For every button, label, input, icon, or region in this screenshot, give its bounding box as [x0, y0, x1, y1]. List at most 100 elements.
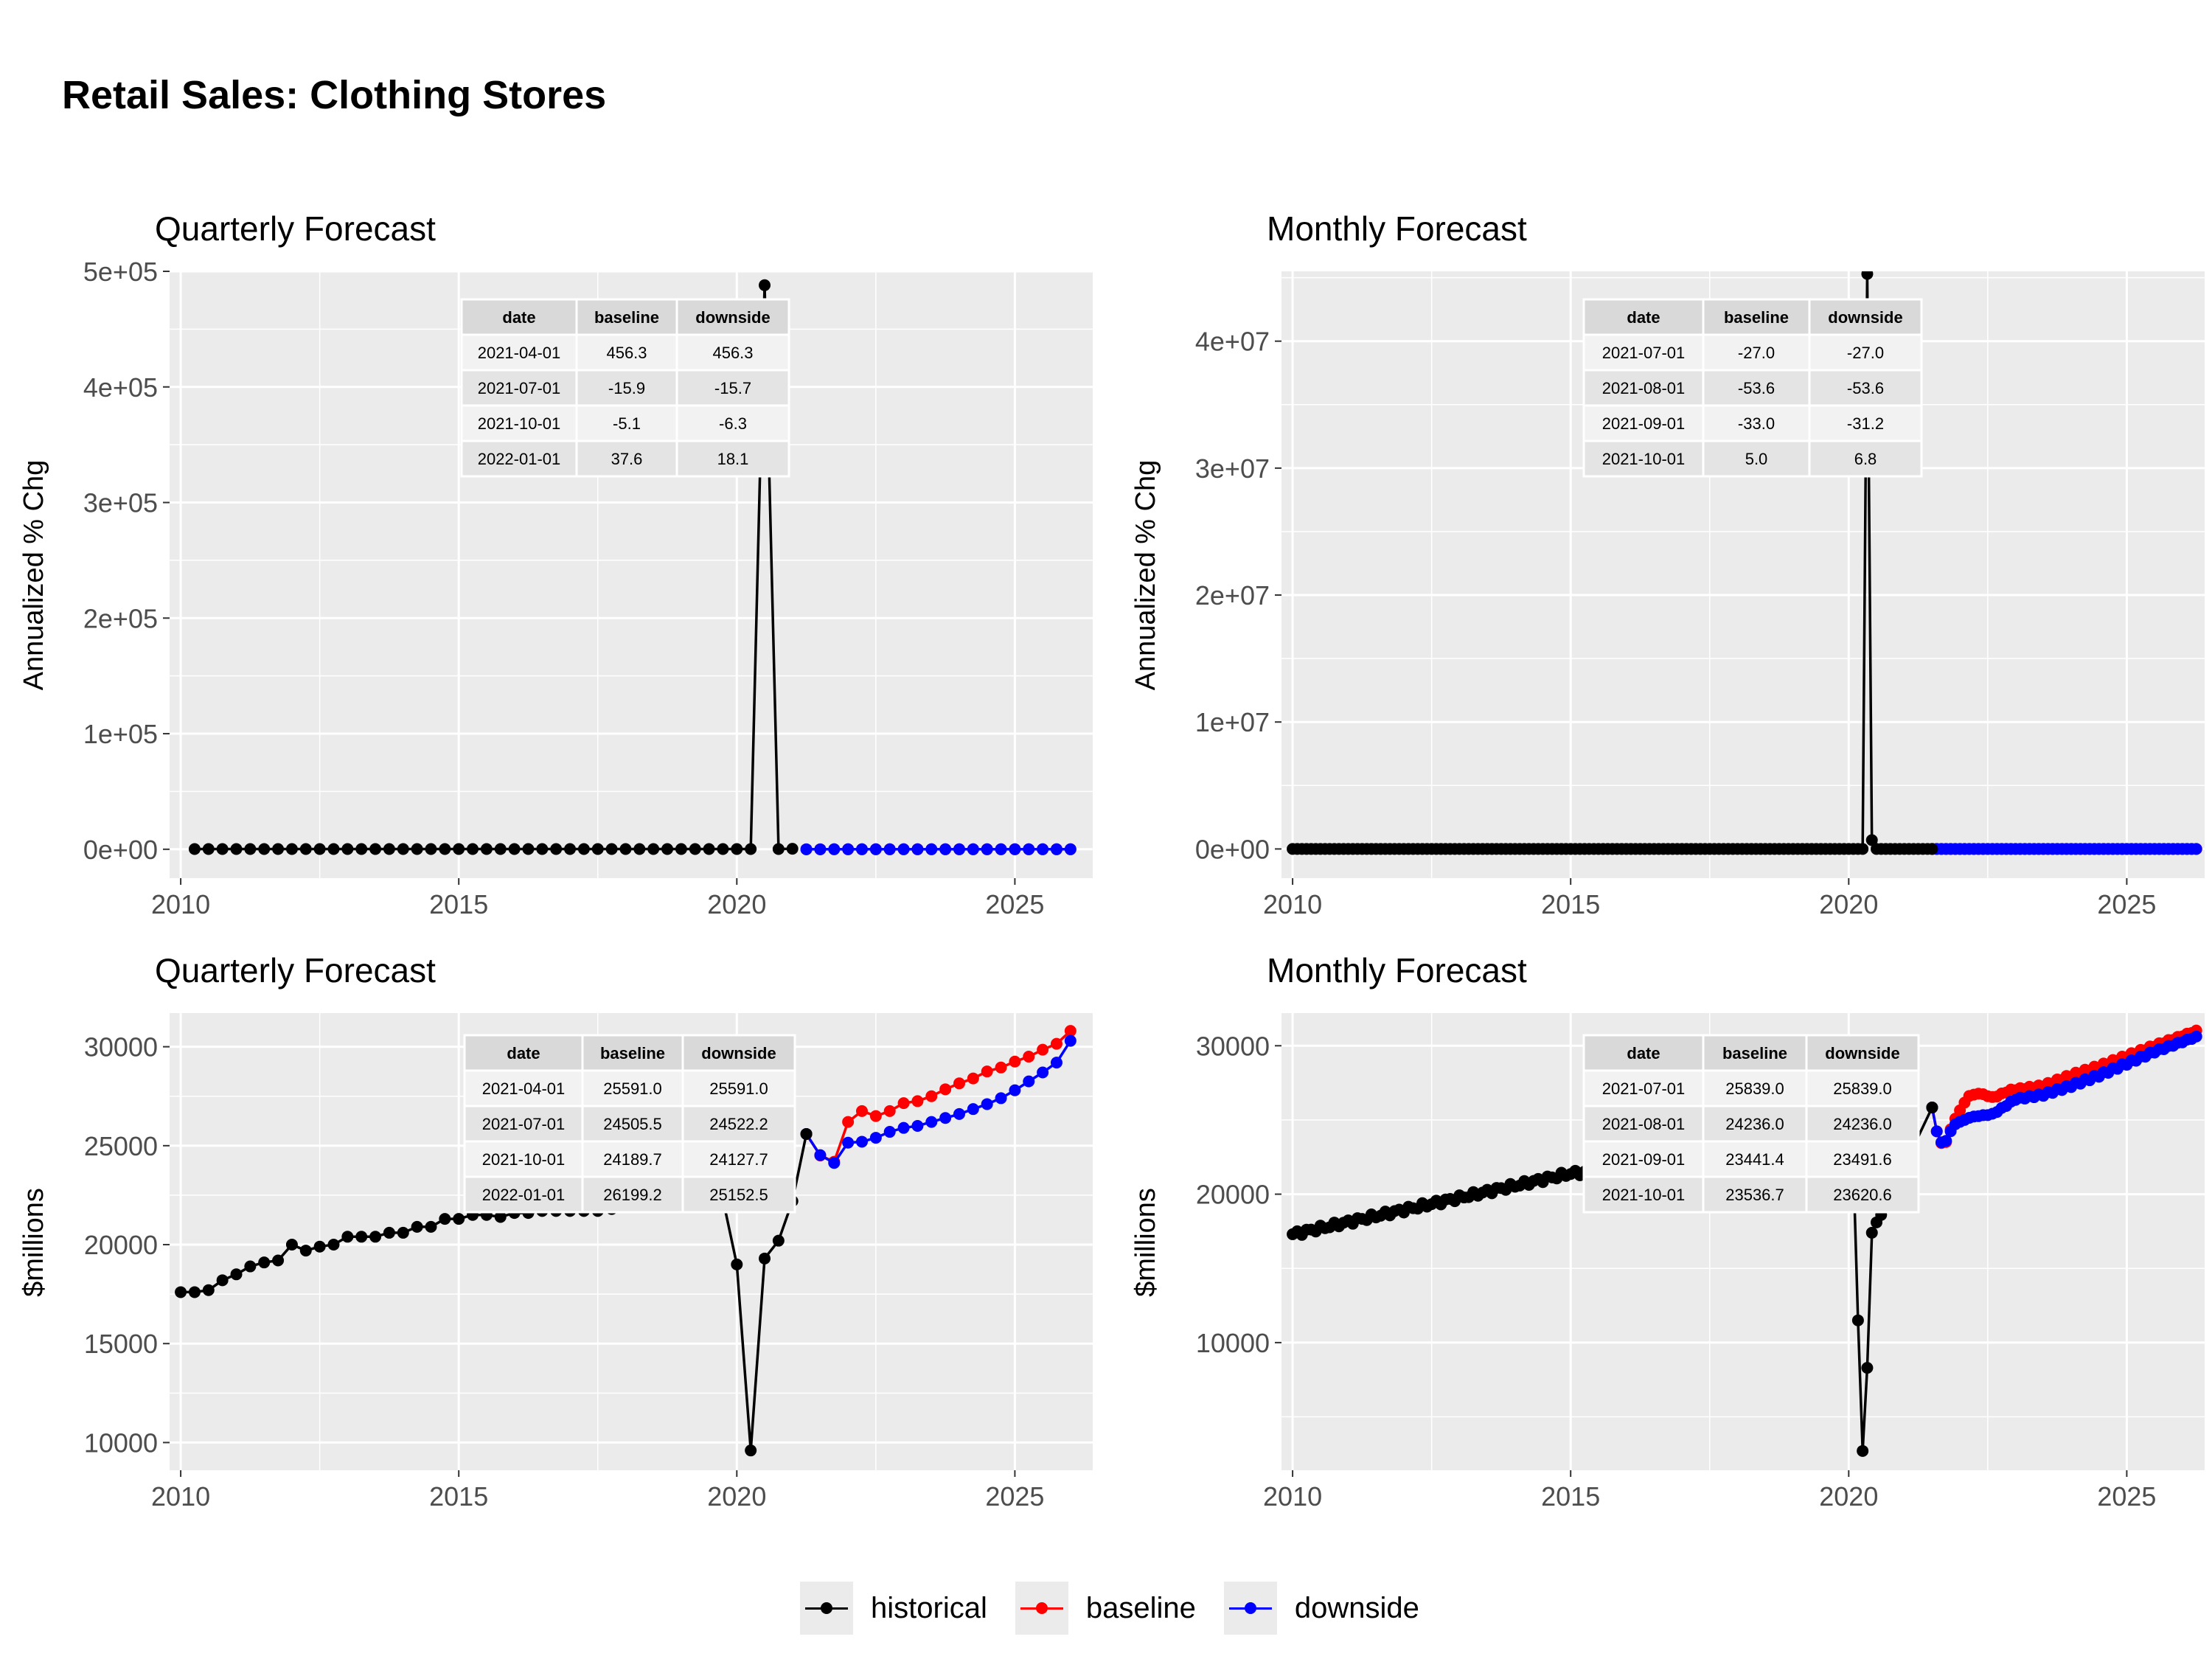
table-cell-text: 2021-10-01: [1602, 450, 1686, 468]
downside-point: [967, 1103, 979, 1116]
table-cell: [1808, 439, 1923, 478]
historical-point: [731, 1258, 743, 1270]
historical-point: [341, 843, 354, 855]
table-cell-text: 23441.4: [1725, 1150, 1784, 1169]
historical-point: [633, 843, 646, 855]
table-cell-text: 2022-01-01: [482, 1186, 566, 1204]
table-cell-text: -6.3: [719, 414, 747, 433]
table-cell: [1702, 1140, 1808, 1178]
table-cell-text: 25152.5: [709, 1186, 768, 1204]
table-header-text: downside: [1828, 308, 1902, 327]
y-tick-label: 30000: [1196, 1031, 1270, 1061]
y-axis-label: Annualized % Chg: [18, 460, 49, 691]
historical-point: [272, 1254, 285, 1267]
downside-point: [1064, 843, 1077, 855]
table-cell-text: 2021-09-01: [1602, 414, 1686, 433]
baseline-point: [869, 1110, 882, 1122]
table-cell-text: 456.3: [712, 344, 753, 362]
historical-point: [230, 1268, 243, 1281]
table-cell: [1582, 369, 1705, 407]
series-group: [1287, 271, 2202, 855]
downside-point: [856, 1135, 868, 1148]
y-tick-label: 20000: [1196, 1180, 1270, 1210]
historical-point: [439, 1213, 451, 1225]
historical-point: [216, 1274, 229, 1287]
baseline-point: [856, 1105, 868, 1117]
table-cell-text: 2021-07-01: [1602, 1079, 1686, 1098]
inset-table: date baseline downside 2021-04-01 25591.0 255…: [463, 1034, 796, 1214]
y-tick-label: 5e+05: [83, 257, 158, 287]
historical-point: [591, 843, 604, 855]
legend-label-historical: historical: [871, 1591, 987, 1624]
table-header-text: downside: [701, 1044, 776, 1062]
legend-key-baseline: [1015, 1582, 1068, 1635]
downside-point: [925, 1116, 938, 1128]
y-tick-label: 1e+05: [83, 719, 158, 749]
y-tick-label: 10000: [84, 1427, 158, 1458]
historical-point: [731, 843, 743, 855]
table-cell-text: 2021-07-01: [1602, 344, 1686, 362]
y-tick-label: 2e+07: [1195, 580, 1270, 611]
historical-point: [772, 1234, 785, 1247]
table-cell-text: 24505.5: [603, 1115, 662, 1133]
historical-point: [369, 843, 382, 855]
historical-point: [1926, 843, 1938, 855]
historical-point: [202, 843, 215, 855]
downside-point: [1064, 1034, 1077, 1047]
table-header-text: date: [507, 1044, 540, 1062]
historical-point: [272, 843, 285, 855]
table-cell-text: -31.2: [1847, 414, 1884, 433]
table-cell-text: 24236.0: [1725, 1115, 1784, 1133]
historical-point: [397, 1226, 409, 1239]
historical-point: [759, 1252, 771, 1265]
downside-point: [828, 843, 841, 855]
table-cell-text: 25591.0: [709, 1079, 768, 1098]
x-tick-label: 2015: [1541, 889, 1600, 919]
panel-mlvl: 2010 2015 2020 2025 10000 20000 30000 $millions…: [1130, 1013, 2205, 1512]
historical-point: [661, 843, 674, 855]
x-tick-label: 2025: [2097, 1481, 2156, 1512]
downside-point: [1050, 843, 1062, 855]
inset-table: date baseline downside 2021-07-01 -27.0 -27.0…: [1582, 298, 1923, 478]
downside-point: [1940, 1135, 1952, 1147]
downside-point: [897, 1121, 910, 1134]
main-title: Retail Sales: Clothing Stores: [62, 73, 607, 117]
y-axis-label: Annualized % Chg: [1130, 460, 1161, 691]
table-cell-text: 5.0: [1745, 450, 1768, 468]
y-tick-label: 3e+05: [83, 488, 158, 518]
table-cell-text: 2021-07-01: [478, 379, 561, 397]
table-cell-text: 2021-04-01: [482, 1079, 566, 1098]
historical-point: [1857, 843, 1869, 855]
table-cell-text: -33.0: [1738, 414, 1775, 433]
table-cell-text: 26199.2: [603, 1186, 662, 1204]
baseline-point: [842, 1116, 855, 1128]
table-cell: [1805, 1140, 1920, 1178]
historical-point: [772, 843, 785, 855]
baseline-point: [897, 1097, 910, 1110]
historical-point: [550, 843, 563, 855]
historical-point: [383, 1226, 395, 1239]
historical-point: [313, 1240, 326, 1253]
panel-qpct: 2010 2015 2020 2025 0e+00 1e+05 2e+05 3e+05 4e+0…: [18, 257, 1093, 919]
downside-point: [911, 1119, 924, 1132]
table-header-cell: [1805, 1034, 1920, 1072]
y-axis-label: $millions: [18, 1188, 49, 1297]
legend-label-downside: downside: [1294, 1591, 1419, 1624]
baseline-point: [981, 1065, 993, 1078]
historical-point: [577, 843, 590, 855]
table-cell-text: -53.6: [1847, 379, 1884, 397]
table-cell: [1805, 1175, 1920, 1214]
historical-point: [244, 843, 257, 855]
table-cell: [1582, 404, 1705, 442]
historical-point: [745, 843, 757, 855]
table-cell-text: 2021-10-01: [478, 414, 561, 433]
x-tick-label: 2010: [1263, 889, 1322, 919]
table-cell: [581, 1140, 684, 1178]
panel-title-quarterly-pct: Quarterly Forecast: [155, 209, 436, 248]
table-cell: [1702, 439, 1811, 478]
table-cell-text: 2021-08-01: [1602, 1115, 1686, 1133]
table-header-cell: [675, 298, 790, 336]
table-header-cell: [1582, 1034, 1705, 1072]
table-cell-text: 2022-01-01: [478, 450, 561, 468]
table-cell: [1808, 404, 1923, 442]
